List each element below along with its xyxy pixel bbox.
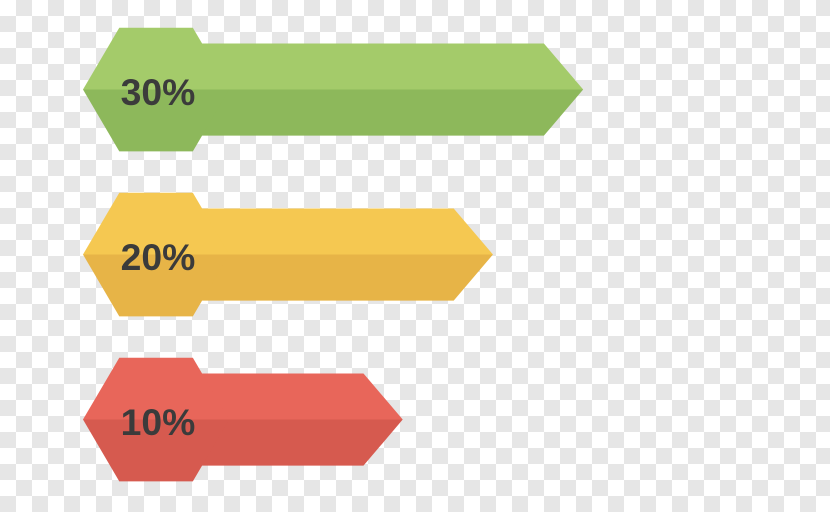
bar-row-1	[83, 181, 593, 328]
hexagon-bottom	[83, 420, 229, 482]
hexagon-top	[83, 193, 229, 255]
percentage-bar-chart: 30% 20% 10%	[83, 16, 593, 496]
bar-row-0	[83, 16, 593, 163]
hexagon-bottom	[83, 90, 229, 152]
hexagon-top	[83, 358, 229, 420]
bar-row-2	[83, 346, 593, 493]
hexagon-bottom	[83, 255, 229, 317]
hexagon-top	[83, 28, 229, 90]
